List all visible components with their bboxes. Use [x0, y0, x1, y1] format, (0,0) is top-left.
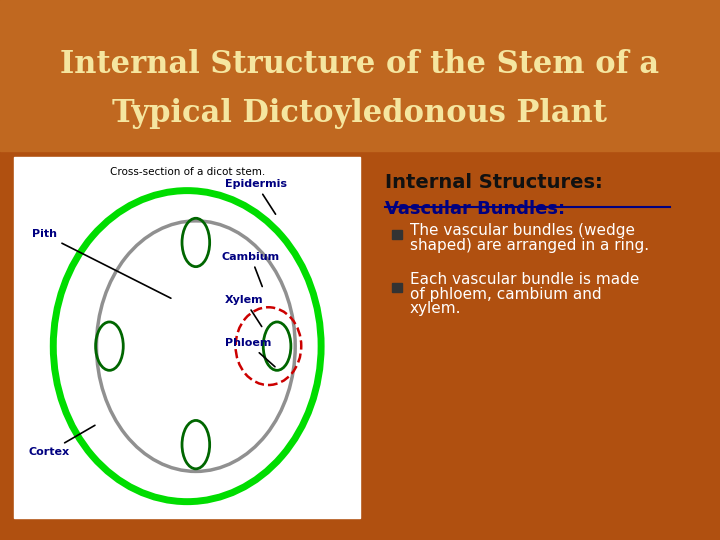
Bar [392, 230, 402, 239]
Text: Internal Structure of the Stem of a: Internal Structure of the Stem of a [60, 49, 660, 80]
Text: Each vascular bundle is made: Each vascular bundle is made [410, 272, 639, 287]
Text: The vascular bundles (wedge: The vascular bundles (wedge [410, 222, 635, 238]
Bar [14, 157, 360, 518]
Text: xylem.: xylem. [410, 301, 462, 316]
Text: Cambium: Cambium [222, 252, 280, 287]
Text: Phloem: Phloem [225, 338, 275, 367]
Bar [392, 283, 402, 292]
Text: shaped) are arranged in a ring.: shaped) are arranged in a ring. [410, 238, 649, 253]
Text: Xylem: Xylem [225, 295, 264, 327]
Text: Vascular Bundles:: Vascular Bundles: [385, 200, 565, 218]
Text: Epidermis: Epidermis [225, 179, 287, 214]
Text: Cross-section of a dicot stem.: Cross-section of a dicot stem. [109, 167, 265, 178]
Text: of phloem, cambium and: of phloem, cambium and [410, 287, 601, 302]
Bar [0, 0, 720, 151]
Text: Pith: Pith [32, 230, 171, 298]
Text: Typical Dictoyledonous Plant: Typical Dictoyledonous Plant [112, 98, 608, 129]
Text: Internal Structures:: Internal Structures: [385, 173, 603, 192]
Text: Cortex: Cortex [28, 426, 95, 457]
